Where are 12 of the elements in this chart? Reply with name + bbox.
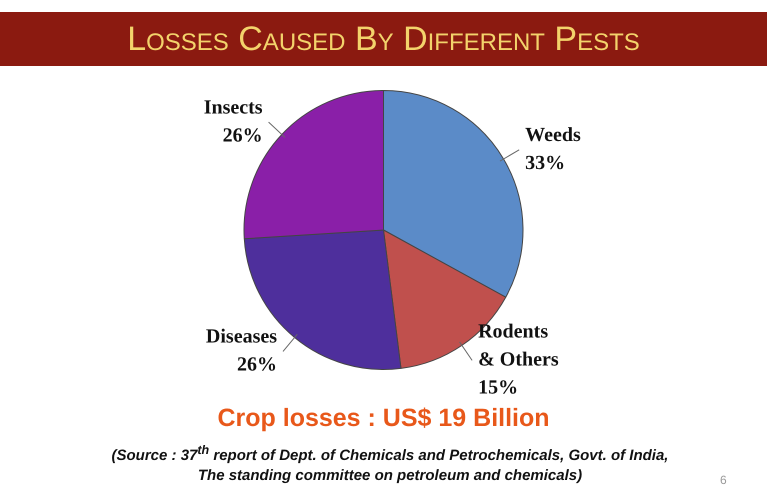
data-label: 26% bbox=[237, 354, 278, 376]
chart-title: Losses Caused By Different Pests bbox=[0, 12, 767, 66]
slice-label: Weeds bbox=[525, 124, 581, 146]
slice-label: Insects bbox=[204, 96, 263, 118]
data-label: 33% bbox=[525, 152, 566, 174]
data-label: 26% bbox=[222, 124, 263, 146]
slice-label: Rodents & Others bbox=[478, 320, 559, 371]
text: Crop losses : US$ 19 Billion bbox=[216, 404, 551, 433]
slice-label: Diseases bbox=[206, 326, 278, 348]
text: 6 bbox=[720, 473, 727, 487]
text: (Source : 37$^{th}$ report of Dept. of Chemicals and Petrochemicals, Govt. of India, The standing committee on petroleum and chemicals) bbox=[110, 442, 670, 486]
data-label: 15% bbox=[478, 376, 518, 399]
